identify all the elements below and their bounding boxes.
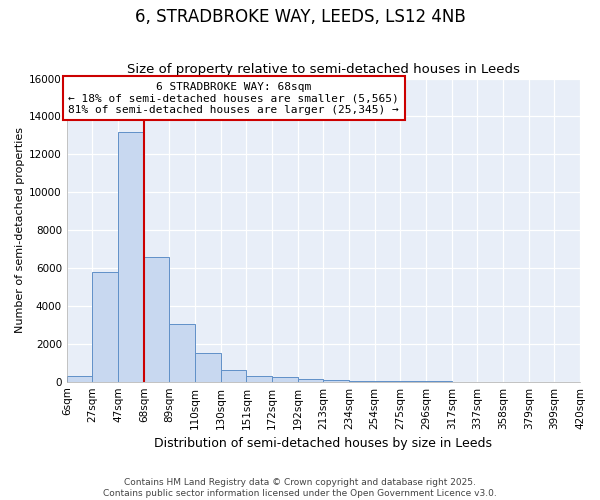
Bar bbox=[323, 380, 349, 382]
Bar bbox=[221, 370, 247, 382]
Bar bbox=[298, 378, 323, 382]
Text: 6 STRADBROKE WAY: 68sqm
← 18% of semi-detached houses are smaller (5,565)
81% of: 6 STRADBROKE WAY: 68sqm ← 18% of semi-de… bbox=[68, 82, 399, 115]
Bar bbox=[118, 132, 144, 382]
Title: Size of property relative to semi-detached houses in Leeds: Size of property relative to semi-detach… bbox=[127, 63, 520, 76]
Bar bbox=[169, 324, 195, 382]
Bar bbox=[92, 272, 118, 382]
Bar bbox=[272, 377, 298, 382]
Text: Contains HM Land Registry data © Crown copyright and database right 2025.
Contai: Contains HM Land Registry data © Crown c… bbox=[103, 478, 497, 498]
Bar bbox=[375, 381, 400, 382]
Bar bbox=[195, 354, 221, 382]
Bar bbox=[67, 376, 92, 382]
Bar bbox=[144, 256, 169, 382]
Y-axis label: Number of semi-detached properties: Number of semi-detached properties bbox=[15, 127, 25, 333]
X-axis label: Distribution of semi-detached houses by size in Leeds: Distribution of semi-detached houses by … bbox=[154, 437, 493, 450]
Text: 6, STRADBROKE WAY, LEEDS, LS12 4NB: 6, STRADBROKE WAY, LEEDS, LS12 4NB bbox=[134, 8, 466, 26]
Bar bbox=[349, 380, 375, 382]
Bar bbox=[247, 376, 272, 382]
